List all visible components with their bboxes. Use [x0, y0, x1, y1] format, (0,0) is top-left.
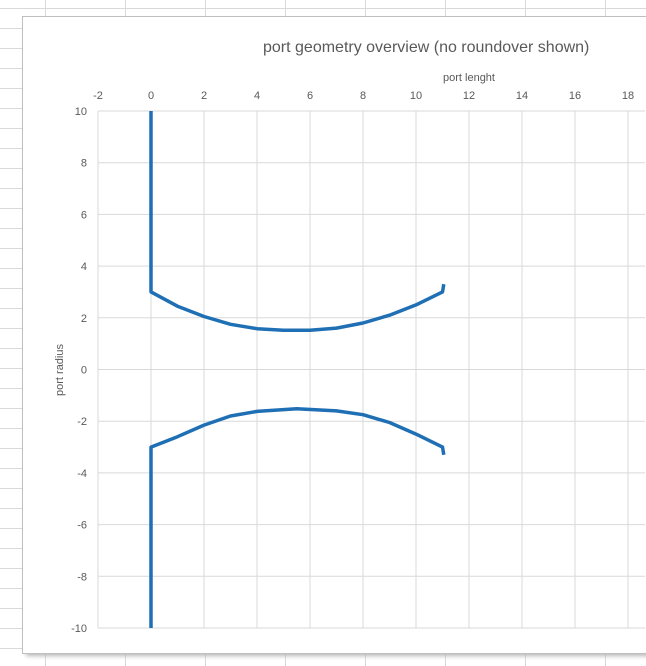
y-tick-label: -4 — [77, 468, 87, 480]
tick-labels: 10 8 6 4 2 0 -2 -4 -6 -8 -10 -2 0 2 4 6 8 10 12 14 16 18 — [71, 90, 634, 635]
x-tick-label: 14 — [516, 90, 528, 102]
y-tick-label: -2 — [77, 416, 87, 428]
chart-title: port geometry overview (no roundover sho… — [263, 39, 590, 56]
series-line-2 — [149, 407, 446, 628]
x-tick-label: 12 — [463, 90, 475, 102]
y-tick-label: -6 — [77, 520, 87, 532]
x-tick-label: 16 — [569, 90, 581, 102]
x-tick-label: 6 — [307, 90, 313, 102]
x-tick-label: 8 — [360, 90, 366, 102]
y-axis-title: port radius — [54, 344, 66, 396]
x-tick-label: 4 — [254, 90, 260, 102]
gridlines — [97, 110, 645, 629]
y-tick-label: -8 — [77, 571, 87, 583]
y-tick-label: 0 — [81, 365, 87, 377]
x-axis-title: port lenght — [443, 72, 495, 84]
x-tick-label: 2 — [201, 90, 207, 102]
y-tick-label: 10 — [75, 106, 87, 118]
x-tick-label: 10 — [410, 90, 422, 102]
y-tick-label: 6 — [81, 209, 87, 221]
chart-area[interactable]: port geometry overview (no roundover sho… — [22, 16, 646, 654]
y-tick-label: 4 — [81, 261, 87, 273]
series-line-1 — [149, 111, 446, 332]
x-tick-label: -2 — [93, 90, 103, 102]
y-tick-label: 8 — [81, 158, 87, 170]
y-tick-label: -10 — [71, 623, 87, 635]
series-layer — [149, 111, 446, 628]
x-tick-label: 0 — [148, 90, 154, 102]
y-tick-label: 2 — [81, 313, 87, 325]
x-tick-label: 18 — [622, 90, 634, 102]
